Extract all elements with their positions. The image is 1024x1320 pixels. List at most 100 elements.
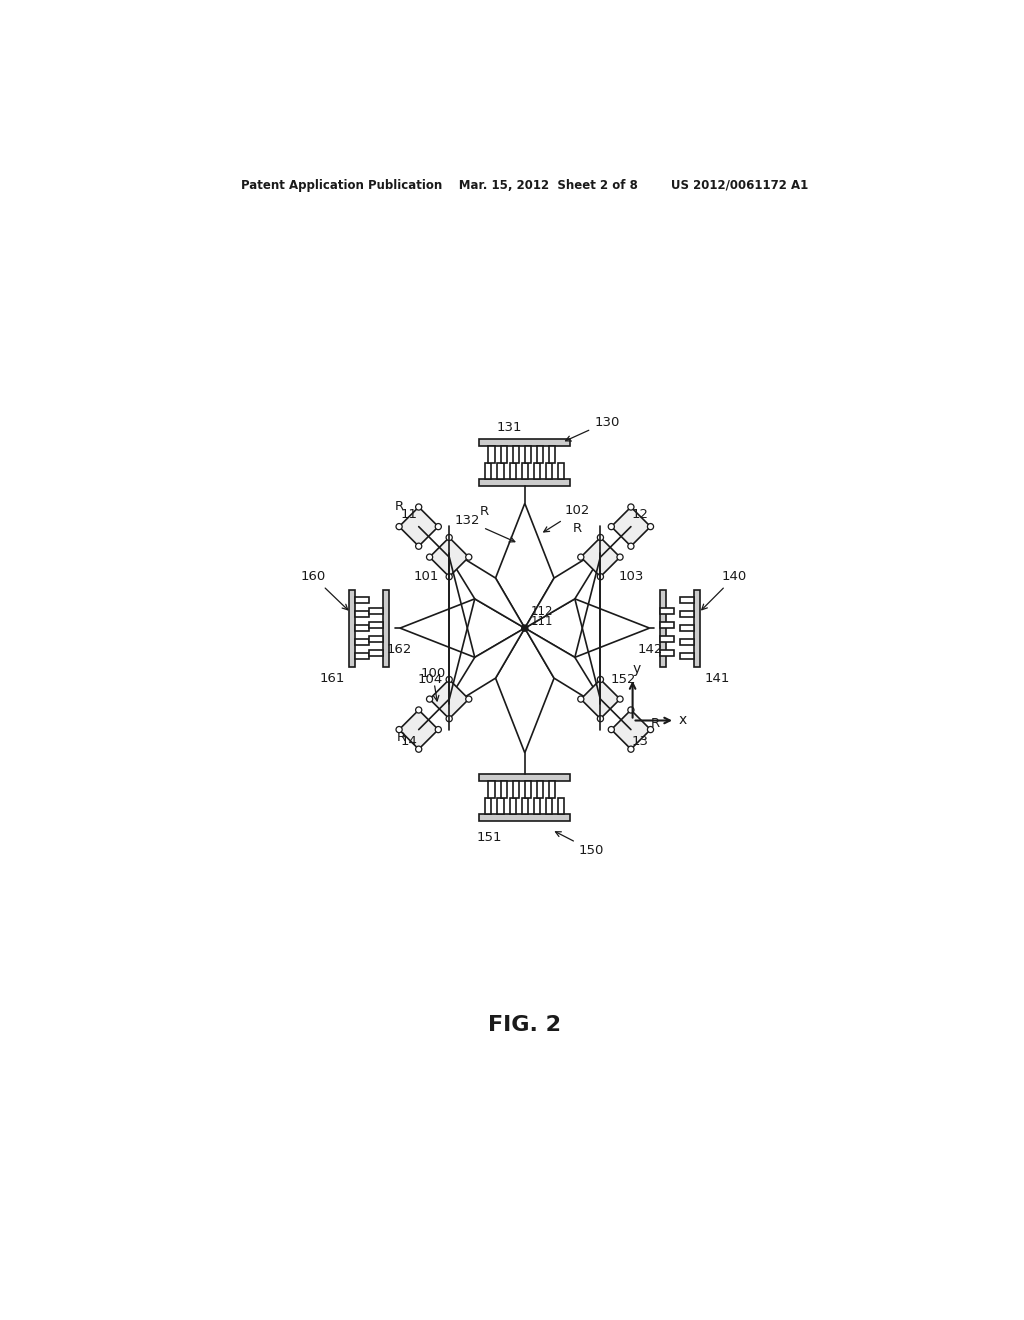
Text: 101: 101 xyxy=(414,570,439,583)
Text: 102: 102 xyxy=(544,504,590,532)
Bar xyxy=(488,446,495,462)
Bar xyxy=(694,590,700,667)
Polygon shape xyxy=(524,599,649,657)
Circle shape xyxy=(446,535,453,541)
Text: y: y xyxy=(633,661,641,676)
Bar xyxy=(370,622,383,628)
Circle shape xyxy=(446,574,453,579)
Circle shape xyxy=(616,696,623,702)
Bar xyxy=(479,479,570,486)
Text: 14: 14 xyxy=(400,735,418,748)
Text: R: R xyxy=(480,504,489,517)
Circle shape xyxy=(608,524,614,529)
Circle shape xyxy=(446,715,453,722)
Polygon shape xyxy=(441,628,524,711)
Polygon shape xyxy=(441,545,524,628)
Circle shape xyxy=(396,726,402,733)
Bar xyxy=(513,780,519,797)
Bar xyxy=(355,639,370,645)
Bar xyxy=(549,780,555,797)
Text: 132: 132 xyxy=(455,515,515,543)
Bar xyxy=(370,636,383,642)
Bar xyxy=(537,446,543,462)
Polygon shape xyxy=(496,503,554,628)
Bar xyxy=(501,446,507,462)
Circle shape xyxy=(521,626,528,631)
Text: R: R xyxy=(394,500,403,513)
Text: 131: 131 xyxy=(497,421,522,434)
Text: 160: 160 xyxy=(301,570,348,610)
Bar xyxy=(501,780,507,797)
Text: x: x xyxy=(679,714,687,727)
Polygon shape xyxy=(581,680,620,718)
Text: 100: 100 xyxy=(420,668,445,701)
Bar xyxy=(355,626,370,631)
Text: 13: 13 xyxy=(632,735,649,748)
Bar xyxy=(521,797,528,814)
Text: 152: 152 xyxy=(610,673,636,686)
Text: 161: 161 xyxy=(321,672,345,685)
Bar xyxy=(524,780,531,797)
Polygon shape xyxy=(496,628,554,752)
Circle shape xyxy=(597,574,603,579)
Bar xyxy=(513,446,519,462)
Bar xyxy=(510,462,516,479)
Polygon shape xyxy=(611,507,650,546)
Circle shape xyxy=(628,543,634,549)
Bar xyxy=(558,797,564,814)
Bar xyxy=(349,590,355,667)
Circle shape xyxy=(396,524,402,529)
Text: 111: 111 xyxy=(531,615,553,628)
Bar xyxy=(534,462,540,479)
Circle shape xyxy=(608,726,614,733)
Polygon shape xyxy=(581,537,620,577)
Bar xyxy=(485,462,492,479)
Bar xyxy=(488,780,495,797)
Text: 11: 11 xyxy=(400,508,418,521)
Circle shape xyxy=(435,726,441,733)
Polygon shape xyxy=(400,599,524,657)
Circle shape xyxy=(427,554,433,560)
Circle shape xyxy=(597,676,603,682)
Bar xyxy=(370,609,383,614)
Bar xyxy=(680,639,694,645)
Text: FIG. 2: FIG. 2 xyxy=(488,1015,561,1035)
Bar xyxy=(524,446,531,462)
Circle shape xyxy=(427,696,433,702)
Bar xyxy=(521,462,528,479)
Bar xyxy=(660,636,674,642)
Circle shape xyxy=(578,696,584,702)
Text: 141: 141 xyxy=(705,672,729,685)
Circle shape xyxy=(578,554,584,560)
Circle shape xyxy=(647,726,653,733)
Circle shape xyxy=(466,554,472,560)
Bar xyxy=(498,797,504,814)
Text: 151: 151 xyxy=(476,832,502,843)
Text: 112: 112 xyxy=(531,605,553,618)
Bar xyxy=(510,797,516,814)
Polygon shape xyxy=(430,537,469,577)
Bar xyxy=(537,780,543,797)
Bar xyxy=(660,649,674,656)
Text: 162: 162 xyxy=(386,643,412,656)
Bar xyxy=(680,597,694,603)
Bar xyxy=(479,775,570,780)
Bar xyxy=(534,797,540,814)
Polygon shape xyxy=(430,680,469,718)
Bar xyxy=(558,462,564,479)
Bar xyxy=(660,609,674,614)
Bar xyxy=(355,611,370,618)
Bar xyxy=(355,597,370,603)
Text: 140: 140 xyxy=(701,570,748,610)
Bar xyxy=(549,446,555,462)
Text: R: R xyxy=(397,731,407,744)
Circle shape xyxy=(616,554,623,560)
Bar xyxy=(680,611,694,618)
Circle shape xyxy=(628,504,634,510)
Bar xyxy=(680,653,694,659)
Bar xyxy=(546,462,552,479)
Circle shape xyxy=(628,746,634,752)
Bar xyxy=(355,653,370,659)
Bar xyxy=(660,622,674,628)
Circle shape xyxy=(628,708,634,713)
